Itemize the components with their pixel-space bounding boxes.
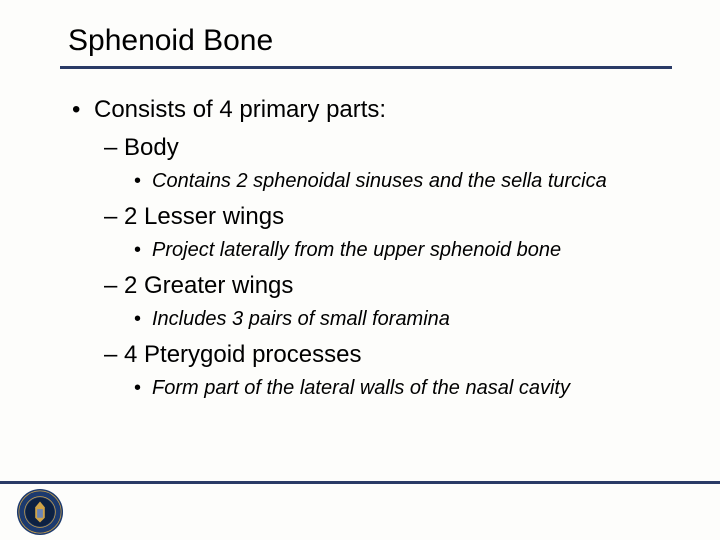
title-underline: [60, 66, 672, 69]
bullet-dot-icon: •: [134, 238, 152, 263]
level3-text: Project laterally from the upper sphenoi…: [152, 238, 672, 263]
bullet-level3: • Project laterally from the upper sphen…: [70, 238, 672, 263]
footer-underline: [0, 481, 720, 484]
bullet-level3: • Includes 3 pairs of small foramina: [70, 307, 672, 332]
bullet-dash-icon: –: [104, 271, 124, 301]
bullet-dash-icon: –: [104, 133, 124, 163]
bullet-dot-icon: •: [134, 376, 152, 401]
bullet-level3: • Contains 2 sphenoidal sinuses and the …: [70, 169, 672, 194]
bullet-level2: – 2 Greater wings: [70, 271, 672, 301]
bullet-level2: – 2 Lesser wings: [70, 202, 672, 232]
level1-text: Consists of 4 primary parts:: [94, 95, 672, 125]
bullet-dot-icon: •: [134, 169, 152, 194]
bullet-dash-icon: –: [104, 340, 124, 370]
slide: Sphenoid Bone • Consists of 4 primary pa…: [0, 0, 720, 540]
level3-text: Contains 2 sphenoidal sinuses and the se…: [152, 169, 672, 194]
bullet-level3: • Form part of the lateral walls of the …: [70, 376, 672, 401]
seal-icon: [16, 488, 64, 536]
level3-text: Form part of the lateral walls of the na…: [152, 376, 672, 401]
bullet-level1: • Consists of 4 primary parts:: [70, 95, 672, 125]
slide-title: Sphenoid Bone: [60, 24, 672, 64]
level3-text: Includes 3 pairs of small foramina: [152, 307, 672, 332]
bullet-dot-icon: •: [134, 307, 152, 332]
level2-text: 4 Pterygoid processes: [124, 340, 672, 370]
slide-content: • Consists of 4 primary parts: – Body • …: [60, 95, 672, 401]
level2-text: 2 Greater wings: [124, 271, 672, 301]
bullet-dot-icon: •: [72, 95, 94, 125]
level2-text: 2 Lesser wings: [124, 202, 672, 232]
bullet-dash-icon: –: [104, 202, 124, 232]
bullet-level2: – 4 Pterygoid processes: [70, 340, 672, 370]
level2-text: Body: [124, 133, 672, 163]
bullet-level2: – Body: [70, 133, 672, 163]
